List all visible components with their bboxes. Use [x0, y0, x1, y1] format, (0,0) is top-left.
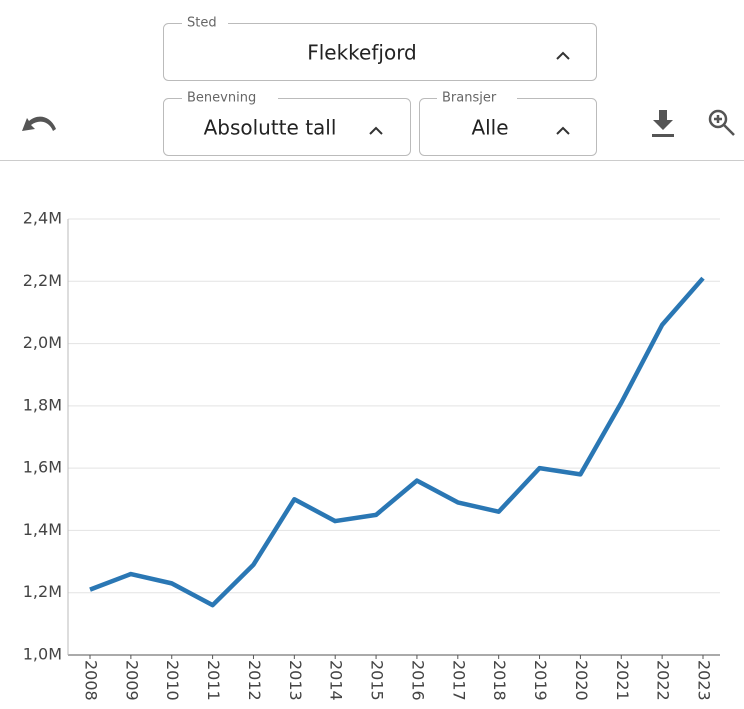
benevning-select[interactable]: Benevning Absolutte tall	[163, 91, 411, 156]
x-tick-label: 2023	[695, 660, 714, 701]
y-tick-label: 2,2M	[23, 271, 62, 290]
field-label: Sted	[187, 16, 217, 31]
label-gap	[182, 16, 228, 30]
x-tick-label: 2018	[490, 660, 509, 701]
undo-button[interactable]	[22, 116, 56, 131]
field-border	[163, 23, 597, 81]
chart: 1,0M 1,2M 1,4M 1,6M 1,8M 2,0M 2,2M 2,4M 2008 2009…	[23, 209, 720, 701]
x-tick-label: 2020	[572, 660, 591, 701]
field-label: Bransjer	[442, 91, 497, 106]
field-value: Absolutte tall	[204, 116, 337, 140]
y-tick-label: 1,2M	[23, 582, 62, 601]
y-tick-label: 1,4M	[23, 520, 62, 539]
x-tick-label: 2014	[327, 660, 346, 701]
x-tick-label: 2010	[163, 660, 182, 701]
field-label: Benevning	[187, 91, 256, 106]
zoom-button[interactable]	[708, 109, 735, 136]
y-tick-label: 2,4M	[23, 209, 62, 228]
chevron	[556, 51, 570, 60]
data-line	[89, 276, 705, 608]
x-tick-label: 2022	[654, 660, 673, 701]
sted-select[interactable]: Sted Flekkefjord	[163, 16, 597, 81]
x-tick-label: 2011	[204, 660, 223, 701]
bransjer-select[interactable]: Bransjer Alle	[419, 91, 597, 156]
field-value: Alle	[471, 116, 508, 140]
field-value: Flekkefjord	[307, 41, 417, 65]
y-tick-label: 2,0M	[23, 333, 62, 352]
x-tick-label: 2012	[245, 660, 264, 701]
download-button[interactable]	[652, 110, 674, 137]
zoom-icon	[714, 115, 735, 136]
x-tick-label: 2015	[368, 660, 387, 701]
label-gap	[437, 91, 517, 105]
chevron	[556, 126, 570, 135]
y-tick-label: 1,6M	[23, 458, 62, 477]
download-icon	[652, 110, 674, 137]
x-tick-label: 2008	[82, 660, 101, 701]
x-tick-label: 2017	[449, 660, 468, 701]
field-border	[163, 98, 411, 156]
x-tick-label: 2021	[613, 660, 632, 701]
x-tick-label: 2019	[531, 660, 550, 701]
x-tick-label: 2013	[286, 660, 305, 701]
label-gap	[182, 91, 278, 105]
y-tick-label: 1,8M	[23, 395, 62, 414]
undo-icon	[22, 116, 56, 131]
zoom-icon	[708, 109, 728, 129]
chevron	[369, 126, 383, 135]
y-tick-label: 1,0M	[23, 645, 62, 664]
x-tick-label: 2009	[122, 660, 141, 701]
x-tick-label: 2016	[408, 660, 427, 701]
